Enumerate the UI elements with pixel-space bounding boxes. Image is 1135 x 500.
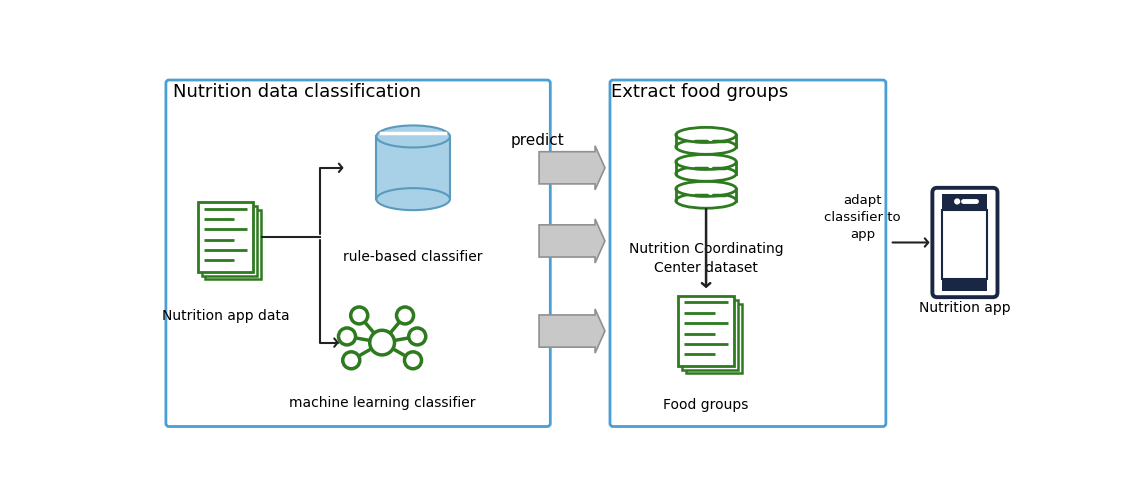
Ellipse shape	[377, 126, 449, 148]
Text: Nutrition data classification: Nutrition data classification	[173, 84, 421, 102]
Polygon shape	[682, 300, 738, 370]
FancyBboxPatch shape	[942, 194, 987, 210]
Polygon shape	[377, 136, 449, 199]
Text: predict: predict	[511, 134, 564, 148]
Text: Extract food groups: Extract food groups	[612, 84, 789, 102]
Polygon shape	[679, 296, 734, 366]
Polygon shape	[539, 219, 605, 263]
Ellipse shape	[675, 182, 737, 196]
Circle shape	[351, 307, 368, 324]
Text: Nutrition app: Nutrition app	[919, 301, 1011, 315]
Text: machine learning classifier: machine learning classifier	[289, 396, 476, 409]
Polygon shape	[202, 206, 258, 276]
Circle shape	[343, 352, 360, 369]
FancyBboxPatch shape	[932, 188, 998, 297]
Ellipse shape	[377, 188, 449, 210]
FancyBboxPatch shape	[942, 210, 987, 278]
Text: Nutrition app data: Nutrition app data	[162, 308, 289, 322]
Circle shape	[955, 198, 960, 204]
Circle shape	[396, 307, 413, 324]
Polygon shape	[539, 146, 605, 190]
Circle shape	[404, 352, 421, 369]
Polygon shape	[675, 162, 737, 173]
Polygon shape	[675, 135, 737, 147]
Polygon shape	[539, 309, 605, 353]
Ellipse shape	[675, 193, 737, 208]
Ellipse shape	[675, 128, 737, 142]
Circle shape	[370, 330, 395, 355]
Ellipse shape	[675, 154, 737, 170]
Circle shape	[409, 328, 426, 345]
Text: adapt
classifier to
app: adapt classifier to app	[824, 194, 901, 242]
Polygon shape	[197, 202, 253, 272]
Polygon shape	[686, 304, 742, 374]
FancyBboxPatch shape	[609, 80, 886, 426]
Circle shape	[338, 328, 355, 345]
Ellipse shape	[675, 139, 737, 154]
FancyBboxPatch shape	[942, 280, 987, 291]
Text: rule-based classifier: rule-based classifier	[344, 250, 482, 264]
FancyBboxPatch shape	[166, 80, 550, 426]
Polygon shape	[205, 210, 261, 280]
Polygon shape	[675, 189, 737, 200]
Text: Nutrition Coordinating
Center dataset: Nutrition Coordinating Center dataset	[629, 242, 783, 275]
Text: Food groups: Food groups	[663, 398, 749, 412]
Ellipse shape	[675, 166, 737, 182]
